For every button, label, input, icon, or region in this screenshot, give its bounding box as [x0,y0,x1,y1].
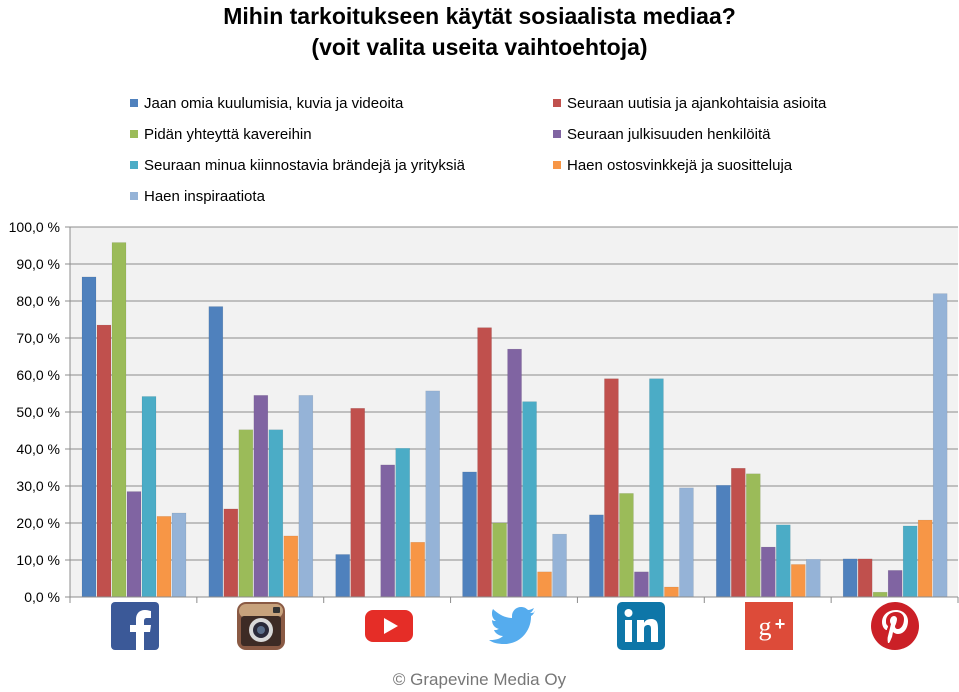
y-tick-label: 80,0 % [16,293,60,309]
bar [96,324,112,598]
bar [634,571,649,598]
y-tick-label: 0,0 % [24,589,60,605]
legend-swatch [130,130,138,138]
bar [335,554,350,598]
bar [857,558,873,598]
legend-label: Seuraan julkisuuden henkilöitä [567,125,771,143]
instagram-icon [237,602,285,650]
bar [537,571,552,598]
svg-text:+: + [775,614,786,634]
bar [791,564,806,598]
bar [477,327,492,598]
bar [238,429,254,598]
bar [619,493,634,598]
bar [81,276,97,598]
y-tick-label: 30,0 % [16,478,60,494]
bar [806,559,821,598]
y-tick-label: 40,0 % [16,441,60,457]
bar [664,586,679,598]
svg-text:g: g [759,612,772,641]
y-tick-label: 70,0 % [16,330,60,346]
bar [253,395,269,598]
legend-item: Haen inspiraatiota [130,186,265,206]
bar [522,401,537,598]
bar [842,558,858,598]
legend-swatch [553,99,561,107]
bar [395,448,410,598]
legend-label: Haen inspiraatiota [144,187,265,205]
legend-swatch [553,161,561,169]
bar [902,525,918,598]
bar [507,348,522,598]
legend-label: Haen ostosvinkkejä ja suositteluja [567,156,793,174]
bar [410,541,425,598]
legend-swatch [130,99,138,107]
legend-label: Seuraan uutisia ja ajankohtaisia asioita [567,94,827,112]
bar [649,378,664,598]
bar [492,522,507,598]
copyright-footer: © Grapevine Media Oy [392,670,567,689]
y-tick-label: 50,0 % [16,404,60,420]
chart-title-line1: Mihin tarkoitukseen käytät sosiaalista m… [223,3,736,29]
bar [917,519,933,598]
bar [604,378,619,598]
pinterest-icon [871,602,919,650]
bar [208,306,224,598]
bar [126,491,142,598]
google-plus-icon: g + [745,602,793,650]
y-tick-label: 20,0 % [16,515,60,531]
facebook-icon [111,602,159,650]
bar [268,429,284,598]
legend-item: Seuraan julkisuuden henkilöitä [553,124,770,144]
legend-item: Haen ostosvinkkejä ja suositteluja [553,155,792,175]
bar [425,390,440,598]
bar [156,516,172,598]
bar [746,473,761,598]
y-tick-label: 60,0 % [16,367,60,383]
y-tick-label: 90,0 % [16,256,60,272]
legend-item: Pidän yhteyttä kavereihin [130,124,312,144]
legend-item: Seuraan uutisia ja ajankohtaisia asioita [553,93,826,113]
chart-title-line2: (voit valita useita vaihtoehtoja) [311,34,648,60]
bar-chart: 0,0 % 10,0 % 20,0 % 30,0 % 40,0 % 50,0 % 60,0 … [9,219,959,605]
bar [462,471,477,598]
bar [716,485,731,598]
bar [731,467,746,598]
y-tick-label: 100,0 % [9,219,60,235]
bar [679,487,694,598]
bar [141,396,157,598]
bar [761,546,776,598]
bar [872,591,888,598]
bar [589,514,604,598]
legend-label: Pidän yhteyttä kavereihin [144,125,312,143]
bar [298,395,314,598]
bar [380,464,395,598]
legend-item: Jaan omia kuulumisia, kuvia ja videoita [130,93,403,113]
bar [283,535,299,598]
legend-label: Jaan omia kuulumisia, kuvia ja videoita [144,94,404,112]
linkedin-icon [617,602,665,650]
legend-swatch [553,130,561,138]
legend-item: Seuraan minua kiinnostavia brändejä ja y… [130,155,465,175]
legend-swatch [130,161,138,169]
bar [171,512,187,598]
youtube-icon [365,610,413,642]
bar [887,570,903,598]
bar [776,524,791,598]
bar [552,533,567,598]
bar [223,508,239,598]
bar [111,242,127,598]
bar [932,293,948,598]
twitter-icon [489,607,535,644]
legend-swatch [130,192,138,200]
y-tick-label: 10,0 % [16,552,60,568]
legend-label: Seuraan minua kiinnostavia brändejä ja y… [144,156,466,174]
bar [350,408,365,598]
